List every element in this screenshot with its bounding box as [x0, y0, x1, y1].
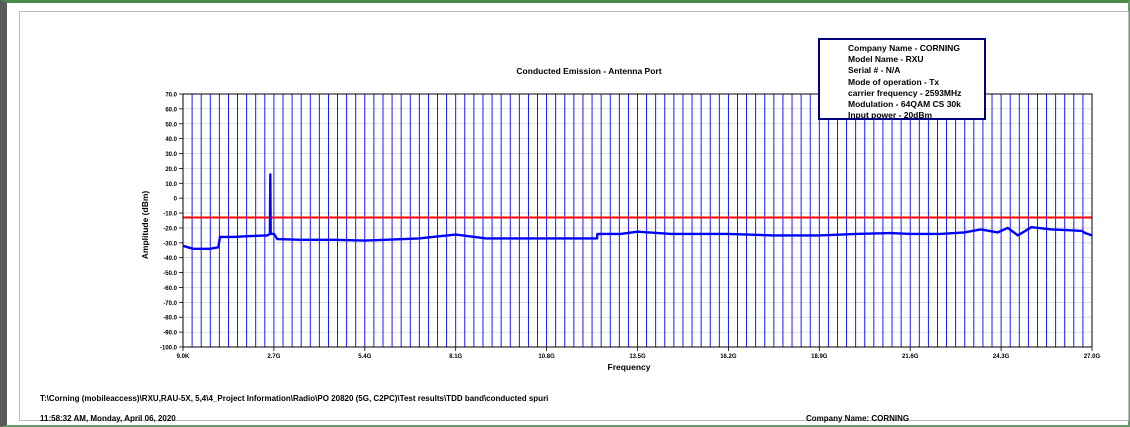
- y-tick-label: 40.0: [165, 137, 177, 143]
- y-tick-label: -60.0: [163, 286, 177, 292]
- y-tick-label: 50.0: [165, 122, 177, 128]
- x-tick-label: 13.5G: [629, 354, 646, 360]
- x-tick-label: 2.7G: [267, 354, 280, 360]
- info-model: Model Name - RXU: [848, 54, 924, 65]
- x-tick-label: 18.9G: [811, 354, 828, 360]
- info-carrier: carrier frequency - 2593MHz: [848, 87, 962, 98]
- y-tick-label: -90.0: [163, 331, 177, 337]
- y-tick-label: -20.0: [163, 226, 177, 232]
- y-tick-label: -80.0: [163, 316, 177, 322]
- x-tick-label: 21.6G: [902, 354, 919, 360]
- y-tick-label: -50.0: [163, 271, 177, 277]
- y-tick-label: 70.0: [165, 93, 177, 99]
- plot-border: [182, 93, 1093, 348]
- chart-title: Conducted Emission - Antenna Port: [516, 66, 661, 76]
- y-tick-label: 10.0: [165, 182, 177, 188]
- test-info-box: Company Name - CORNING Model Name - RXU …: [818, 38, 986, 120]
- series-line-0: [182, 173, 1093, 250]
- x-axis-label: Frequency: [608, 362, 651, 372]
- y-tick-label: 20.0: [165, 167, 177, 173]
- y-tick-label: -70.0: [163, 301, 177, 307]
- x-tick-label: 24.3G: [993, 354, 1010, 360]
- x-tick-label: 10.8G: [538, 354, 555, 360]
- y-tick-label: -40.0: [163, 256, 177, 262]
- frequency-gridlines: [182, 94, 1093, 347]
- y-tick-label: -10.0: [163, 212, 177, 218]
- info-mode: Mode of operation - Tx: [848, 76, 940, 87]
- y-tick-label: -30.0: [163, 241, 177, 247]
- info-serial: Serial # - N/A: [848, 65, 901, 76]
- emission-chart: Conducted Emission - Antenna Port 70.0 60…: [140, 66, 1101, 372]
- series-layer: [182, 173, 1093, 250]
- file-path: T:\Corning (mobileaccess)\RXU,RAU-5X, 5,…: [40, 394, 549, 403]
- y-axis-ticks: 70.0 60.0 50.0 40.0 30.0 20.0 10.0 0 -10.0 -20.0 -…: [160, 93, 183, 352]
- info-modulation: Modulation - 64QAM CS 30k: [848, 99, 961, 110]
- x-tick-label: 16.2G: [720, 354, 737, 360]
- info-company: Company Name - CORNING: [848, 43, 960, 53]
- y-tick-label: -100.0: [160, 346, 178, 352]
- y-tick-label: 30.0: [165, 152, 177, 158]
- x-tick-label: 8.1G: [449, 354, 462, 360]
- x-tick-label: 5.4G: [358, 354, 371, 360]
- y-axis-label: Amplitude (dBm): [140, 191, 150, 260]
- info-input-power: Input power - 20dBm: [848, 110, 933, 120]
- timestamp: 11:58:32 AM, Monday, April 06, 2020: [40, 414, 176, 423]
- y-tick-label: 60.0: [165, 107, 177, 113]
- company-name: Company Name: CORNING: [806, 414, 910, 423]
- x-axis-ticks: 9.0K 2.7G 5.4G 8.1G 10.8G 13.5G 16.2G 18.9G 21.6…: [177, 347, 1101, 360]
- x-tick-label: 27.0G: [1084, 354, 1101, 360]
- y-tick-label: 0: [174, 197, 178, 203]
- x-tick-label: 9.0K: [177, 354, 190, 360]
- report-page: Conducted Emission - Antenna Port 70.0 60…: [19, 11, 1129, 423]
